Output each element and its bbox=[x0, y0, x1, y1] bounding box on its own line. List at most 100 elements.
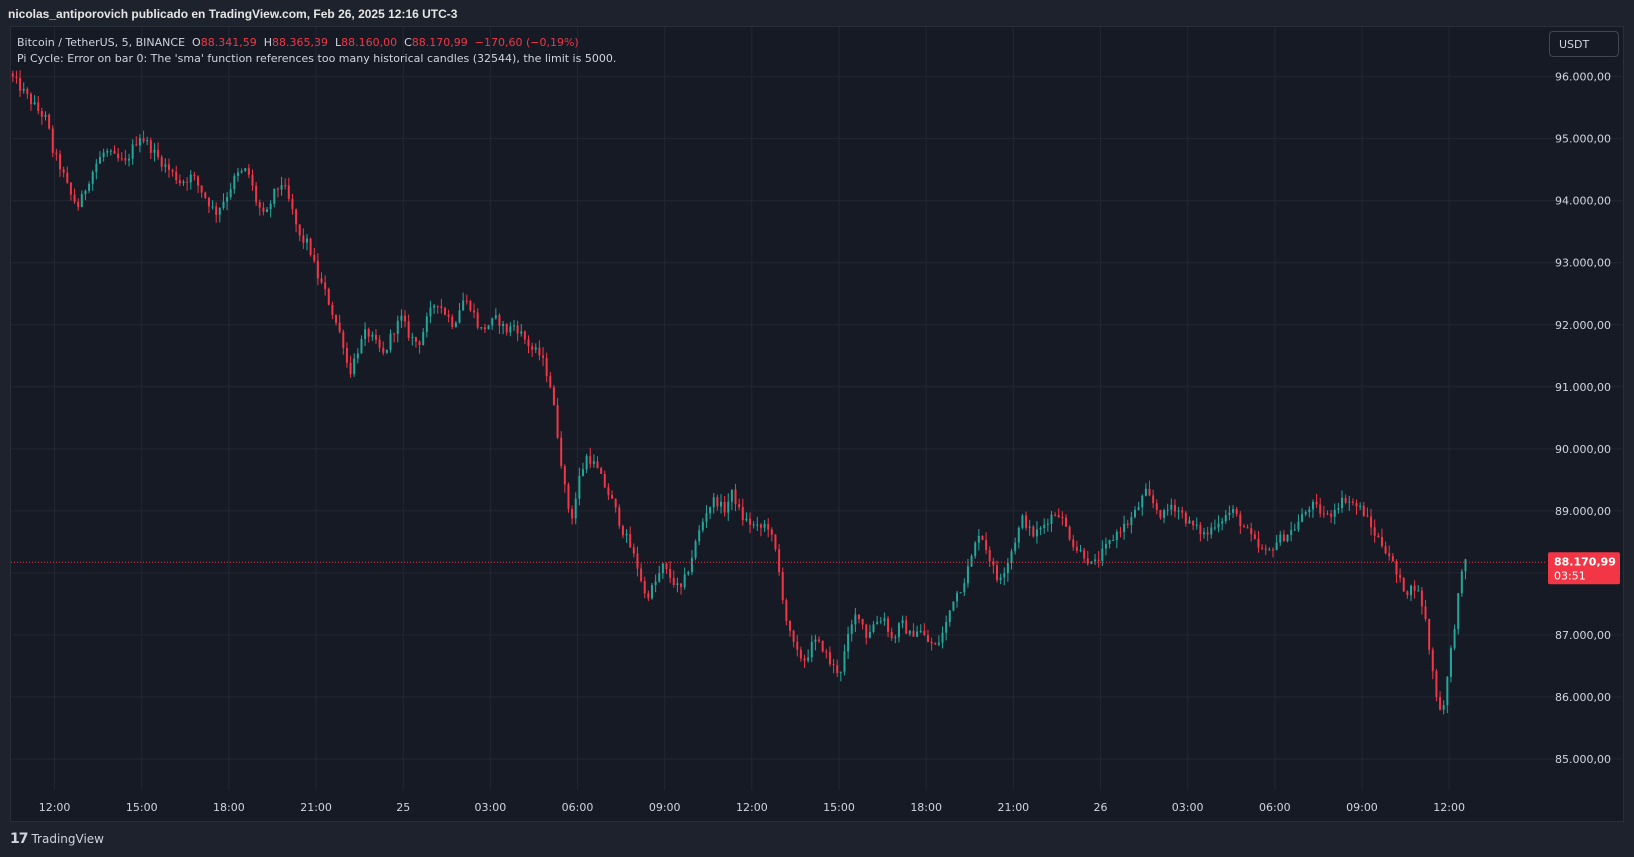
candle-body bbox=[189, 174, 192, 183]
candle-body bbox=[611, 495, 614, 499]
candle-body bbox=[861, 619, 864, 625]
legend-open-value: 88.341,59 bbox=[200, 36, 257, 49]
candle-body bbox=[1304, 512, 1307, 515]
candle-body bbox=[665, 563, 668, 569]
candle-body bbox=[985, 539, 988, 551]
candle-body bbox=[356, 353, 359, 359]
candle-body bbox=[1221, 521, 1224, 524]
candle-body bbox=[1170, 504, 1173, 510]
candle-body bbox=[62, 169, 65, 173]
y-tick-label: 85.000,00 bbox=[1555, 753, 1611, 766]
candle-body bbox=[723, 501, 726, 513]
candle-body bbox=[1195, 524, 1198, 526]
candle-body bbox=[1464, 559, 1467, 572]
candle-body bbox=[879, 621, 882, 623]
candle-body bbox=[1286, 534, 1289, 542]
candle-body bbox=[345, 347, 348, 363]
candle-body bbox=[200, 185, 203, 193]
x-tick-label: 21:00 bbox=[997, 801, 1029, 814]
candle-body bbox=[157, 149, 160, 158]
y-tick-label: 91.000,00 bbox=[1555, 381, 1611, 394]
candle-body bbox=[1166, 509, 1169, 511]
candle-body bbox=[1144, 488, 1147, 496]
candle-body bbox=[269, 203, 272, 210]
candle-body bbox=[327, 288, 330, 305]
candle-body bbox=[226, 196, 229, 202]
candle-body bbox=[934, 643, 937, 645]
candle-body bbox=[411, 337, 414, 339]
candle-body bbox=[77, 201, 80, 208]
candle-body bbox=[451, 316, 454, 327]
candle-body bbox=[335, 314, 338, 323]
candle-body bbox=[956, 592, 959, 602]
candle-body bbox=[538, 347, 541, 356]
candle-body bbox=[1402, 577, 1405, 592]
candle-body bbox=[872, 624, 875, 632]
candle-body bbox=[643, 580, 646, 594]
publisher-line: nicolas_antiporovich publicado en Tradin… bbox=[0, 0, 1634, 26]
candle-body bbox=[712, 497, 715, 508]
candle-body bbox=[810, 641, 813, 658]
x-tick-label: 21:00 bbox=[300, 801, 332, 814]
candle-body bbox=[1039, 528, 1042, 530]
candle-body bbox=[222, 201, 225, 208]
candle-body bbox=[266, 209, 269, 212]
candle-body bbox=[749, 518, 752, 525]
candle-body bbox=[897, 623, 900, 638]
candle-body bbox=[1380, 537, 1383, 547]
candle-body bbox=[1173, 504, 1176, 512]
candle-body bbox=[716, 497, 719, 507]
footer-brand: 17 TradingView bbox=[10, 829, 104, 849]
candle-body bbox=[988, 550, 991, 562]
candle-body bbox=[763, 523, 766, 528]
candle-body bbox=[839, 671, 842, 673]
candle-body bbox=[1333, 509, 1336, 517]
candle-body bbox=[738, 504, 741, 508]
candle-body bbox=[1006, 562, 1009, 574]
candle-body bbox=[1203, 532, 1205, 535]
candle-body bbox=[138, 138, 141, 146]
y-tick-label: 96.000,00 bbox=[1555, 71, 1611, 84]
legend-open-label: O bbox=[192, 36, 201, 49]
legend-low-label: L bbox=[334, 36, 342, 49]
candle-body bbox=[469, 301, 472, 311]
candle-body bbox=[128, 158, 131, 161]
candle-body bbox=[963, 583, 966, 593]
candle-body bbox=[970, 556, 973, 567]
candle-body bbox=[171, 169, 174, 172]
candle-body bbox=[581, 469, 584, 476]
candle-body bbox=[574, 498, 577, 519]
candle-body bbox=[462, 300, 465, 311]
candle-body bbox=[1025, 515, 1028, 528]
candle-body bbox=[1428, 619, 1431, 650]
candle-body bbox=[11, 73, 14, 77]
candle-body bbox=[124, 158, 127, 161]
x-tick-label: 15:00 bbox=[126, 801, 158, 814]
candle-body bbox=[374, 334, 377, 340]
candle-body bbox=[516, 325, 519, 334]
candle-body bbox=[850, 624, 853, 634]
legend-high-value: 88.365,39 bbox=[271, 36, 328, 49]
candle-body bbox=[531, 346, 534, 350]
currency-button[interactable]: USDT bbox=[1549, 31, 1619, 57]
x-tick-label: 15:00 bbox=[823, 801, 855, 814]
candle-body bbox=[966, 566, 969, 584]
candle-body bbox=[295, 209, 298, 225]
candle-body bbox=[1449, 648, 1452, 677]
candle-body bbox=[454, 322, 457, 327]
candle-body bbox=[868, 631, 871, 638]
candle-body bbox=[1435, 671, 1438, 698]
candle-body bbox=[687, 572, 690, 575]
candle-body bbox=[88, 183, 91, 191]
current-price-label: 88.170,99 bbox=[1554, 555, 1616, 568]
candle-body bbox=[465, 300, 468, 302]
candle-body bbox=[160, 157, 163, 167]
chart-frame[interactable] bbox=[10, 26, 1624, 822]
candle-body bbox=[1366, 515, 1369, 517]
candle-body bbox=[741, 507, 744, 521]
candle-body bbox=[701, 521, 704, 531]
candle-body bbox=[640, 568, 643, 581]
candle-body bbox=[44, 114, 47, 117]
candle-body bbox=[164, 164, 167, 167]
